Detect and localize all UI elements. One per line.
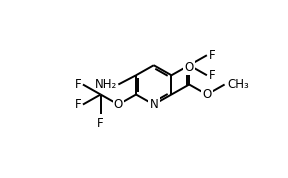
Text: F: F	[97, 117, 104, 130]
Text: F: F	[209, 49, 215, 62]
Text: O: O	[185, 61, 194, 74]
Text: CH₃: CH₃	[227, 78, 249, 91]
Text: F: F	[75, 78, 82, 91]
Text: N: N	[149, 98, 158, 111]
Text: F: F	[75, 98, 82, 111]
Text: O: O	[114, 98, 123, 111]
Text: NH₂: NH₂	[94, 78, 117, 91]
Text: F: F	[209, 69, 215, 82]
Text: O: O	[202, 88, 211, 101]
